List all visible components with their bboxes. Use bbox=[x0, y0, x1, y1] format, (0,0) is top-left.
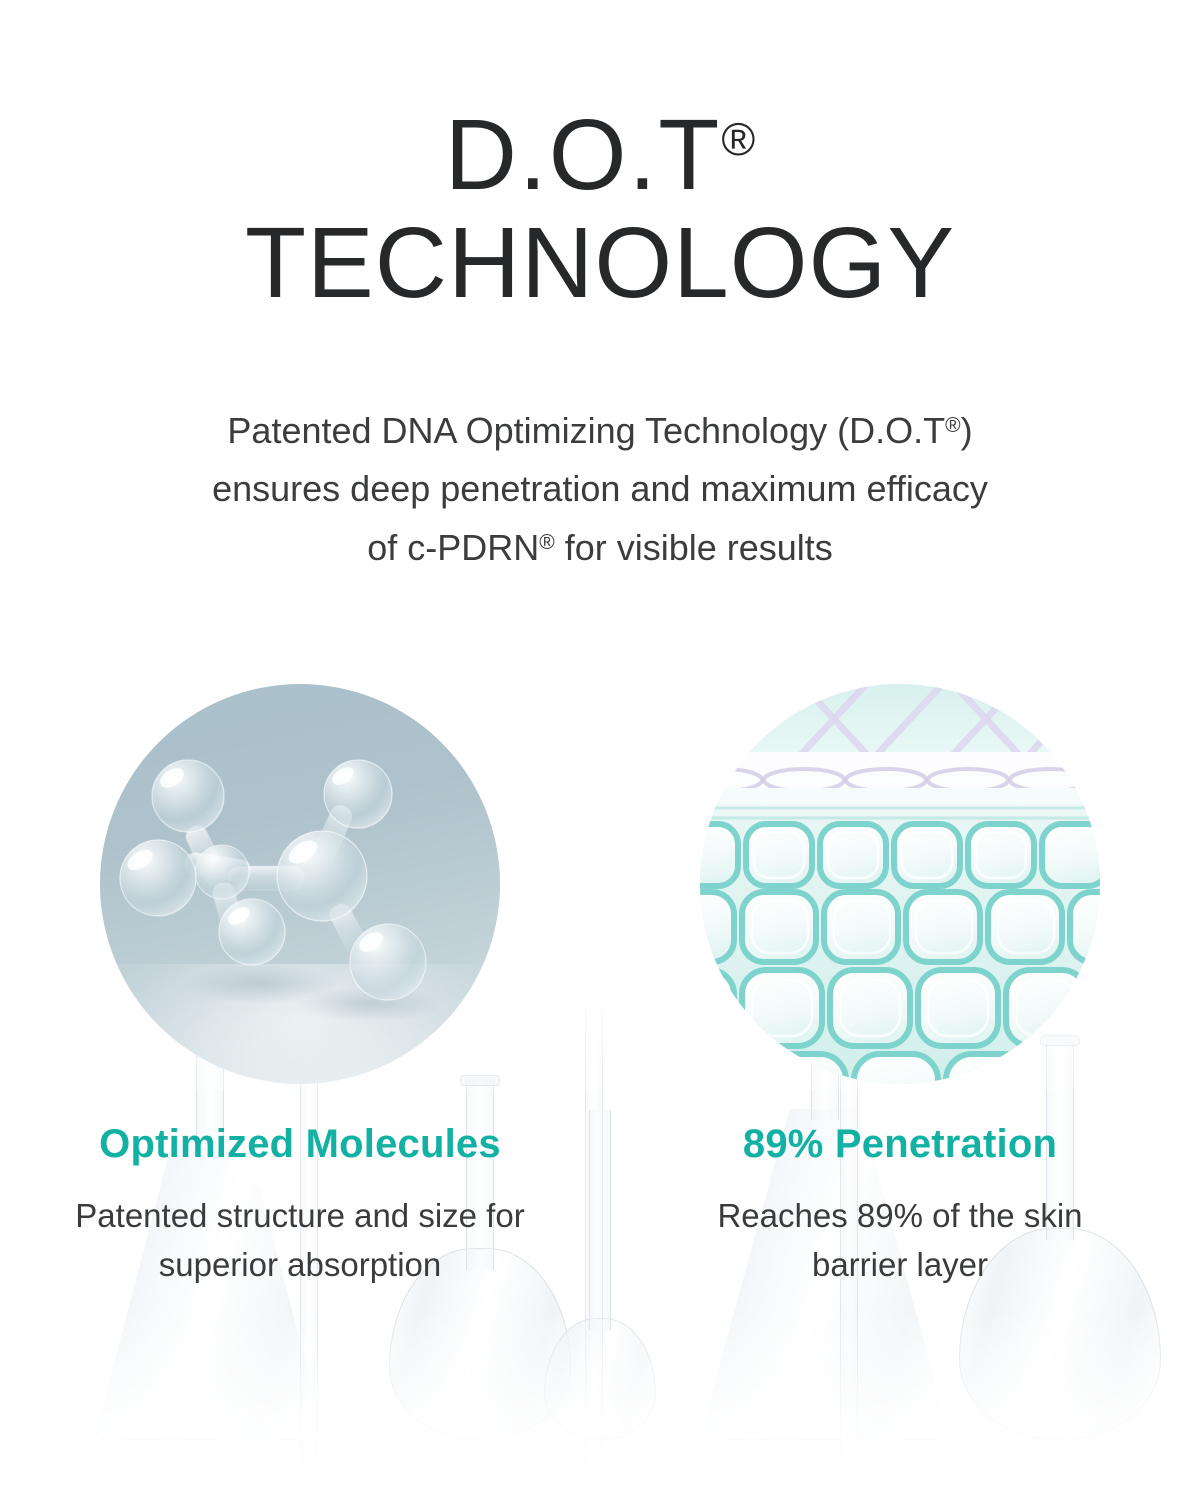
subtitle-line-2: ensures deep penetration and maximum eff… bbox=[212, 468, 988, 510]
subtitle-line-1: Patented DNA Optimizing Technology (D.O.… bbox=[227, 410, 973, 451]
registered-trademark-icon: ® bbox=[945, 414, 961, 437]
feature-title: 89% Penetration bbox=[742, 1122, 1058, 1166]
feature-penetration: 89% Penetration Reaches 89% of the skin … bbox=[600, 684, 1200, 1290]
page-title-line-2: TECHNOLOGY bbox=[244, 207, 956, 319]
skin-barrier-graphic bbox=[700, 684, 1100, 1084]
glassware-reflection-fade bbox=[0, 1310, 1200, 1500]
registered-trademark-icon: ® bbox=[539, 530, 555, 554]
feature-list: Optimized Molecules Patented structure a… bbox=[0, 684, 1200, 1290]
feature-title: Optimized Molecules bbox=[99, 1122, 501, 1166]
skin-barrier-lattice-illustration bbox=[700, 684, 1100, 1084]
feature-body: Patented structure and size for superior… bbox=[75, 1197, 525, 1283]
feature-optimized-molecules: Optimized Molecules Patented structure a… bbox=[0, 684, 600, 1290]
subtitle-line-3: of c-PDRN® for visible results bbox=[367, 526, 833, 568]
optimized-molecule-illustration bbox=[100, 684, 500, 1084]
page-title-line-1: D.O.T® bbox=[444, 99, 756, 211]
page-subtitle: Patented DNA Optimizing Technology (D.O.… bbox=[90, 402, 1110, 577]
registered-trademark-icon: ® bbox=[721, 113, 756, 165]
molecule-graphic bbox=[119, 759, 442, 1022]
page-title: D.O.T® TECHNOLOGY bbox=[0, 98, 1200, 320]
feature-body: Reaches 89% of the skin barrier layer bbox=[717, 1197, 1083, 1283]
